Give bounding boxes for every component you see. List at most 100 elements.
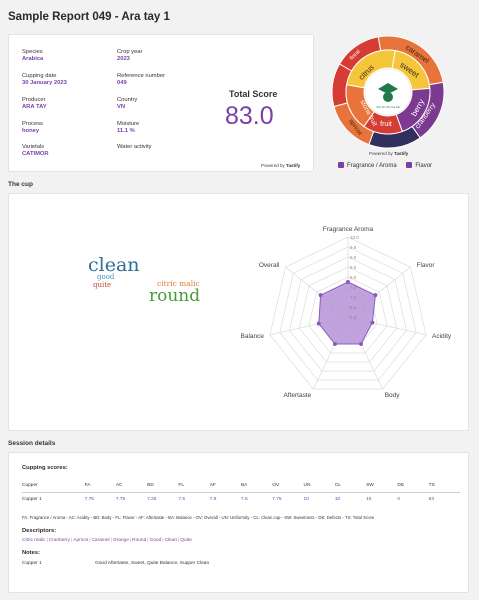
radar-axis-label: Flavor xyxy=(417,262,436,269)
radar-point xyxy=(318,293,323,298)
descriptor-separator: | xyxy=(178,538,180,543)
descriptor-item: Orange xyxy=(112,538,129,543)
descriptor-separator: | xyxy=(162,538,164,543)
country-label: Country xyxy=(117,97,138,103)
descriptor-separator: | xyxy=(110,538,112,543)
descriptor-separator: | xyxy=(129,538,132,543)
logo-emblem xyxy=(383,92,393,102)
cupping-scores-title: Cupping scores: xyxy=(22,465,68,471)
moisture-label: Moisture xyxy=(117,121,140,127)
checkbox-icon xyxy=(406,162,413,168)
powered-by-info: Powered by Tastify xyxy=(261,163,300,168)
powered-by-text: Powered by xyxy=(261,163,285,168)
crop-year-value: 2023 xyxy=(117,56,130,62)
graduation-cap-icon xyxy=(378,83,398,94)
radar-scale-label: 6.0 xyxy=(350,315,357,320)
radar-scale-label: 9.0 xyxy=(350,255,357,260)
word-clean: clean xyxy=(88,254,140,276)
descriptor-item: Apricot xyxy=(73,538,89,543)
table-header-row: Cupper FA AC BD FL AF BA OV UN CL SW DE TS xyxy=(22,479,460,493)
radar-point xyxy=(332,342,337,347)
table-header-cell: DE xyxy=(397,479,429,493)
table-cell: 10 xyxy=(366,497,372,502)
radar-axis-label: Aftertaste xyxy=(283,392,311,399)
radar-area xyxy=(318,281,376,345)
legend-flavor[interactable]: Flavor xyxy=(406,162,432,169)
table-cell: 0 xyxy=(397,497,401,502)
abbreviations-legend: FA: Fragrance / Aroma - AC: Acidity - BD… xyxy=(22,515,375,520)
notes-row: Cupper 1 Good Aftertaste, Sweet, Quite B… xyxy=(22,561,209,566)
powered-by-text-wheel: Powered by xyxy=(369,151,393,156)
process-label: Process xyxy=(22,121,43,127)
radar-scale-label: 7.5 xyxy=(350,285,357,290)
legend-fragrance[interactable]: Fragrance / Aroma xyxy=(338,162,397,169)
radar-axis-label: Overall xyxy=(259,262,280,269)
descriptor-item: Round xyxy=(132,538,147,543)
radar-point xyxy=(316,321,321,326)
varietals-label: Varietals xyxy=(22,144,45,150)
cupping-date-value: 30 January 2023 xyxy=(22,80,67,86)
table-header-cell: BA xyxy=(240,479,273,493)
descriptor-item: Citric malic xyxy=(22,538,46,543)
radar-grid-ring xyxy=(298,266,398,363)
crop-year-field: Crop year 2023 xyxy=(117,49,142,63)
radar-grid-ring xyxy=(289,256,407,372)
water-activity-label: Water activity xyxy=(117,144,152,150)
table-cell: 7.75 xyxy=(84,497,94,502)
process-field: Process honey xyxy=(22,121,43,135)
table-cell: 10 xyxy=(303,497,309,502)
sample-info-card: Species Arabica Crop year 2023 Cupping d… xyxy=(8,34,314,172)
descriptor-item: Clean xyxy=(164,538,178,543)
reference-value: 049 xyxy=(117,80,127,86)
producer-field: Producer ARA TAY xyxy=(22,97,47,111)
descriptor-separator: | xyxy=(147,538,149,543)
notes-title: Notes: xyxy=(22,550,41,556)
descriptor-separator: | xyxy=(46,538,48,543)
descriptor-item: Caramel xyxy=(91,538,110,543)
cupping-date-field: Cupping date 30 January 2023 xyxy=(22,73,67,87)
table-header-cell: CL xyxy=(334,479,367,493)
powered-by-wheel: Powered by Tastify xyxy=(369,151,408,156)
radar-point xyxy=(370,320,375,325)
radar-grid-ring xyxy=(308,276,388,354)
radar-scale-label: 8.5 xyxy=(350,265,357,270)
table-header-cell: AF xyxy=(209,479,241,493)
tastify-logo-wheel: Tastify xyxy=(394,151,409,156)
radar-point xyxy=(373,293,378,298)
table-row: Cupper 1 7.75 7.75 7.25 7.5 7.5 7.5 7.75 10 10 10 0… xyxy=(22,493,460,507)
country-value: VN xyxy=(117,104,126,110)
table-header-cell: AC xyxy=(115,479,148,493)
table-header-cell: UN xyxy=(303,479,335,493)
wheel-label-inner: fruit xyxy=(380,121,392,128)
moisture-value: 11.1 % xyxy=(117,128,135,134)
reference-field: Reference number 049 xyxy=(117,73,165,87)
session-card: Cupping scores: Cupper FA AC BD FL AF BA OV UN CL… xyxy=(8,452,469,593)
species-value: Arabica xyxy=(22,56,44,62)
descriptor-item: Quite xyxy=(180,538,192,543)
descriptor-item: Good xyxy=(149,538,162,543)
radar-grid-ring xyxy=(279,246,417,381)
descriptor-separator: | xyxy=(89,538,91,543)
table-cell: 7.5 xyxy=(178,497,186,502)
table-header-cell: BD xyxy=(147,479,179,493)
varietals-field: Varietals CATIMOR xyxy=(22,144,49,158)
table-cell: 7.25 xyxy=(147,497,157,502)
descriptor-item: Cranberry xyxy=(48,538,71,543)
flavor-wheel: Sơn Kim Ro Tea Hill floral caramel cranberr… xyxy=(330,34,446,154)
radar-scale-label: 6.5 xyxy=(350,305,357,310)
table-header-cell: FA xyxy=(84,479,116,493)
table-header-cell: TS xyxy=(428,479,460,493)
checkbox-icon xyxy=(338,162,344,168)
table-cell: 10 xyxy=(334,497,341,502)
notes-cupper: Cupper 1 xyxy=(22,561,42,566)
descriptors-list: Citric malic|Cranberry|Apricot|Caramel|O… xyxy=(22,538,192,543)
legend-fragrance-label: Fragrance / Aroma xyxy=(347,163,397,169)
table-header-cell: Cupper xyxy=(22,479,85,493)
radar-scale-label: 9.5 xyxy=(350,245,357,250)
radar-point xyxy=(359,342,364,347)
wheel-legend: Fragrance / Aroma Flavor xyxy=(338,162,440,169)
table-cell: 7.5 xyxy=(209,497,217,502)
page-title: Sample Report 049 - Ara tay 1 xyxy=(8,11,170,23)
descriptor-separator: | xyxy=(71,538,73,543)
